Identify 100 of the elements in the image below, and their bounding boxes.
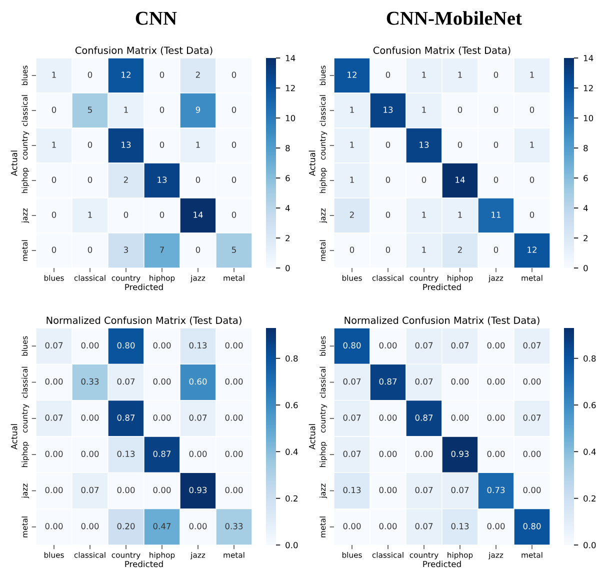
chart-title: Normalized Confusion Matrix (Test Data) (344, 316, 540, 326)
color-bar-label: 0.8 (584, 355, 596, 362)
data-label: 0.00 (81, 414, 99, 421)
data-label: 0.07 (415, 378, 433, 385)
data-label: 0 (124, 212, 128, 218)
data-label: 0.00 (45, 523, 63, 530)
color-bar-label: 4 (285, 205, 290, 212)
data-label: 0.00 (379, 523, 397, 530)
data-label: 0.00 (153, 414, 171, 421)
data-label: 0.07 (451, 342, 469, 348)
x-axis-title: Predicted (423, 284, 461, 290)
data-label: 0 (232, 212, 236, 218)
data-label: 0.00 (379, 342, 397, 348)
data-label: 0 (232, 142, 236, 148)
data-label: 0.00 (189, 450, 207, 457)
color-bar-label: 12 (584, 84, 593, 92)
data-label: 0.80 (117, 342, 135, 348)
color-bar-label: 0.4 (584, 448, 596, 455)
color-bar-label: 8 (584, 144, 588, 152)
data-label: 12 (348, 72, 356, 78)
data-label: 0.07 (343, 378, 361, 385)
data-label: 1 (350, 142, 354, 148)
data-label: 0 (494, 246, 498, 253)
data-label: 0 (386, 72, 390, 78)
data-label: 0.00 (81, 450, 99, 457)
data-label: 0.60 (189, 378, 207, 385)
data-label: 0.07 (415, 342, 433, 348)
data-label: 0 (386, 246, 390, 253)
data-label: 0.80 (523, 523, 541, 530)
color-bar-label: 10 (286, 114, 296, 122)
data-label: 14 (456, 176, 465, 183)
data-label: 0.00 (487, 450, 505, 457)
data-label: 7 (160, 246, 164, 253)
data-label: 1 (458, 72, 462, 78)
data-label: 0.07 (81, 486, 99, 494)
data-label: 0.00 (153, 342, 171, 348)
data-label: 0.00 (189, 523, 207, 530)
data-label: 5 (232, 246, 236, 253)
color-bar-label: 10 (584, 114, 594, 122)
data-label: 9 (196, 106, 200, 113)
data-label: 0.00 (45, 450, 63, 457)
data-label: 0 (458, 106, 462, 113)
data-label: 0.00 (379, 486, 397, 494)
data-label: 0 (196, 246, 200, 253)
data-label: 0 (350, 246, 354, 253)
data-label: 0 (88, 72, 92, 78)
data-label: 0.73 (487, 486, 505, 494)
data-label: 0.07 (451, 486, 469, 494)
data-label: 0.80 (343, 342, 361, 348)
chart-title: Confusion Matrix (Test Data) (75, 46, 212, 56)
data-label: 0.33 (225, 523, 243, 530)
data-label: 1 (88, 212, 92, 218)
data-label: 0.20 (117, 523, 135, 530)
data-label: 1 (458, 212, 462, 218)
data-label: 0.00 (117, 486, 135, 494)
y-axis-title: Actual (308, 150, 316, 176)
data-label: 1 (422, 106, 426, 113)
data-label: 1 (350, 106, 354, 113)
data-label: 2 (196, 72, 200, 78)
data-label: 12 (528, 246, 536, 253)
data-label: 13 (158, 176, 167, 183)
data-label: 0.00 (379, 450, 397, 457)
data-label: 11 (492, 212, 501, 218)
data-label: 2 (350, 212, 354, 218)
data-label: 0.00 (487, 378, 505, 385)
color-bar-label: 0.6 (286, 402, 298, 408)
data-label: 1 (422, 72, 426, 78)
color-bar-label: 0.6 (584, 402, 596, 408)
data-label: 0.00 (487, 342, 505, 348)
data-label: 0.00 (153, 378, 171, 385)
data-label: 0 (160, 142, 164, 148)
data-label: 0 (386, 212, 390, 218)
data-label: 0.07 (343, 414, 361, 421)
data-label: 0.13 (117, 450, 135, 457)
data-label: 0.13 (343, 486, 361, 494)
data-label: 1 (422, 212, 426, 218)
data-label: 2 (458, 246, 462, 253)
data-label: 0.00 (379, 414, 397, 421)
data-label: 0.00 (153, 486, 171, 494)
data-label: 0.13 (451, 523, 469, 530)
data-label: 0 (494, 72, 498, 78)
data-label: 0 (160, 72, 164, 78)
data-label: 0.00 (45, 486, 63, 494)
chart-subtitle: CNN-MobileNet (386, 11, 522, 25)
data-label: 0.00 (225, 450, 243, 457)
chart-title: Normalized Confusion Matrix (Test Data) (46, 316, 242, 326)
data-label: 0 (52, 246, 56, 253)
color-bar-label: 0.0 (584, 542, 596, 548)
data-label: 0 (530, 106, 534, 113)
color-bar-label: 6 (286, 174, 290, 182)
color-bar-label: 0.2 (286, 495, 298, 502)
color-bar-label: 14 (584, 55, 594, 62)
data-label: 0 (160, 212, 164, 218)
data-label: 0.87 (117, 414, 135, 421)
data-label: 0.00 (81, 523, 99, 530)
data-label: 1 (52, 72, 56, 78)
data-label: 0.07 (415, 486, 433, 494)
color-bar-label: 0.4 (286, 448, 298, 455)
color-bar-label: 2 (584, 234, 588, 242)
data-label: 0 (422, 176, 426, 183)
